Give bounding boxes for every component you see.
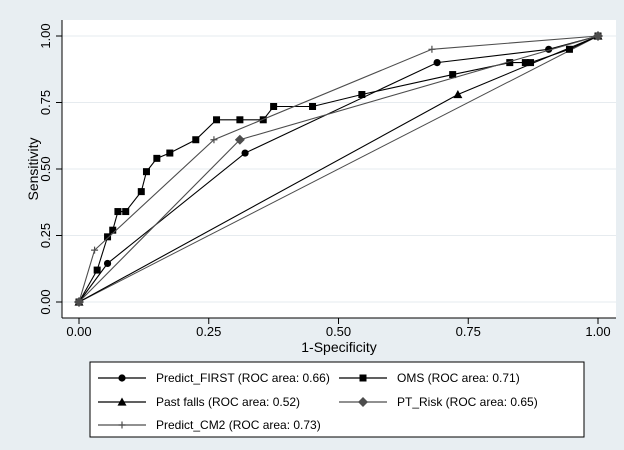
legend-item: Predict_FIRST (ROC area: 0.66) xyxy=(98,371,330,385)
y-tick-label: 0.50 xyxy=(38,156,53,181)
data-point xyxy=(210,136,218,144)
legend-label: Predict_CM2 (ROC area: 0.73) xyxy=(156,418,321,432)
series-layer xyxy=(74,31,603,307)
y-tick-label: 0.25 xyxy=(38,223,53,248)
x-tick-label: 1.00 xyxy=(585,324,610,339)
data-point xyxy=(234,134,245,145)
data-point xyxy=(114,208,122,216)
series-line xyxy=(78,35,599,303)
data-point xyxy=(453,90,463,99)
x-axis-label: 1-Specificity xyxy=(301,339,376,355)
x-tick-label: 0.75 xyxy=(456,324,481,339)
data-point xyxy=(103,259,112,268)
y-tick-label: 1.00 xyxy=(38,23,53,48)
legend-item: OMS (ROC area: 0.71) xyxy=(339,371,520,385)
data-point xyxy=(213,116,221,124)
legend-label: OMS (ROC area: 0.71) xyxy=(397,371,520,385)
reference-diagonal-line xyxy=(78,35,599,303)
x-tick-label: 0.50 xyxy=(326,324,351,339)
legend-marker xyxy=(359,374,367,382)
legend-items: Predict_FIRST (ROC area: 0.66) OMS (ROC a… xyxy=(98,371,538,432)
data-point xyxy=(527,59,535,67)
data-point xyxy=(433,59,441,67)
legend-marker xyxy=(117,397,127,406)
series-5 xyxy=(75,32,602,306)
data-point xyxy=(309,102,317,110)
legend: Predict_FIRST (ROC area: 0.66) OMS (ROC a… xyxy=(89,361,585,438)
data-point xyxy=(75,298,83,306)
data-point xyxy=(270,102,278,110)
data-point xyxy=(192,136,200,144)
data-point xyxy=(506,59,514,67)
legend-box xyxy=(89,361,585,438)
data-point xyxy=(122,208,130,216)
data-point xyxy=(104,233,112,241)
data-point xyxy=(428,45,436,53)
legend-label: Predict_FIRST (ROC area: 0.66) xyxy=(156,371,330,385)
data-point xyxy=(565,45,573,53)
data-point xyxy=(521,59,529,67)
y-axis-label: Sensitivity xyxy=(25,137,41,200)
legend-label: Past falls (ROC area: 0.52) xyxy=(156,395,300,409)
data-point xyxy=(449,71,457,79)
data-point xyxy=(166,149,174,157)
legend-label: PT_Risk (ROC area: 0.65) xyxy=(397,395,538,409)
data-point xyxy=(109,226,117,234)
y-tick-label: 0.75 xyxy=(38,90,53,115)
data-point xyxy=(236,116,244,124)
data-point xyxy=(358,91,366,99)
legend-marker xyxy=(358,397,368,407)
data-point xyxy=(594,32,602,40)
y-ticks: 0.00 0.25 0.50 0.75 1.00 xyxy=(38,23,62,315)
data-point xyxy=(241,149,249,157)
data-point xyxy=(142,168,150,176)
x-tick-label: 0.25 xyxy=(196,324,221,339)
legend-item: PT_Risk (ROC area: 0.65) xyxy=(339,395,538,409)
y-tick-label: 0.00 xyxy=(38,289,53,314)
legend-marker xyxy=(118,421,126,429)
legend-item: Predict_CM2 (ROC area: 0.73) xyxy=(98,418,321,432)
data-point xyxy=(93,266,101,274)
x-tick-label: 0.00 xyxy=(66,324,91,339)
data-point xyxy=(137,188,145,196)
legend-marker xyxy=(118,374,126,382)
x-ticks: 0.00 0.25 0.50 0.75 1.00 xyxy=(66,318,611,339)
data-point xyxy=(91,246,99,254)
data-point xyxy=(153,154,161,162)
legend-item: Past falls (ROC area: 0.52) xyxy=(98,395,300,409)
